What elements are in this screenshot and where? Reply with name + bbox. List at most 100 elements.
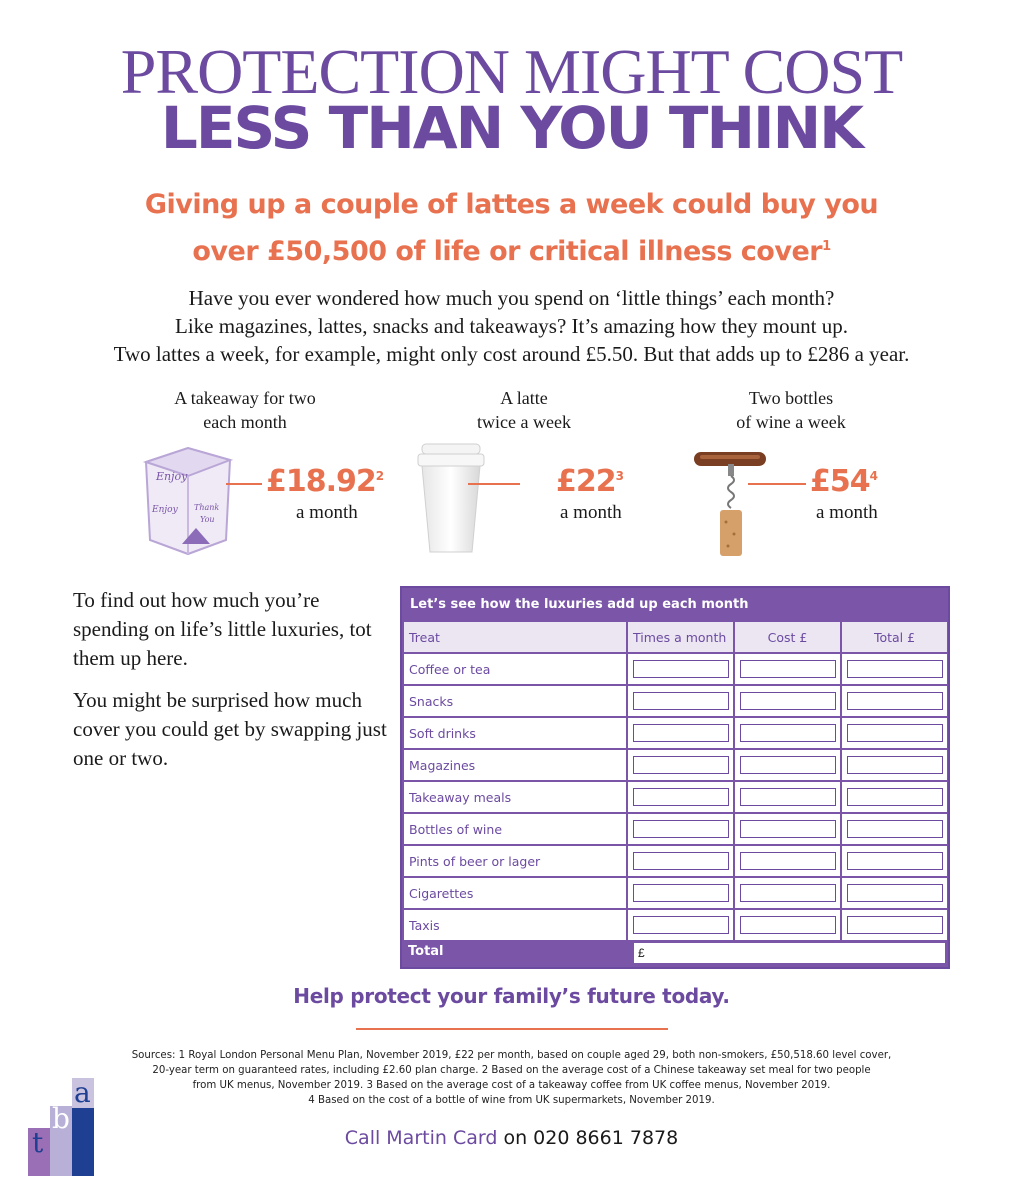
- column-header: Treat: [404, 622, 626, 652]
- intro-text: Have you ever wondered how much you spen…: [0, 284, 1023, 368]
- treat-label: Coffee or tea: [404, 654, 626, 684]
- table-cell: [735, 878, 840, 908]
- table-header-row: Treat Times a month Cost £ Total £: [404, 622, 949, 652]
- cost-input[interactable]: [740, 788, 836, 806]
- cost-input[interactable]: [740, 692, 836, 710]
- table-cell: [628, 910, 733, 940]
- table-cell: [735, 654, 840, 684]
- item-period: a month: [560, 502, 622, 523]
- table-cell: [628, 686, 733, 716]
- treat-label: Cigarettes: [404, 878, 626, 908]
- headline-line-1: PROTECTION MIGHT COST: [120, 36, 903, 107]
- table-row: Soft drinks: [404, 718, 949, 748]
- connector-line: [226, 483, 262, 485]
- total-input[interactable]: [847, 692, 943, 710]
- table-cell: [628, 846, 733, 876]
- column-header: Times a month: [628, 622, 733, 652]
- connector-line: [468, 483, 520, 485]
- treat-label: Takeaway meals: [404, 782, 626, 812]
- total-input[interactable]: [847, 724, 943, 742]
- item-price: £18.922: [266, 464, 384, 499]
- times-input[interactable]: [633, 884, 729, 902]
- table-cell: [735, 846, 840, 876]
- logo-letter: t: [32, 1126, 44, 1159]
- total-input[interactable]: [847, 788, 943, 806]
- intro-line: Like magazines, lattes, snacks and takea…: [175, 314, 848, 338]
- subhead-line-2: over £50,500 of life or critical illness…: [192, 236, 823, 267]
- table-cell: [842, 750, 947, 780]
- times-input[interactable]: [633, 756, 729, 774]
- side-paragraph-1: To find out how much you’re spending on …: [73, 588, 372, 670]
- item-label: A latte twice a week: [477, 388, 571, 432]
- table-cell: [842, 910, 947, 940]
- treat-label: Snacks: [404, 686, 626, 716]
- divider: [356, 1028, 668, 1030]
- treat-label: Bottles of wine: [404, 814, 626, 844]
- side-paragraph-2: You might be surprised how much cover yo…: [73, 688, 387, 770]
- table-cell: [735, 910, 840, 940]
- table-row: Snacks: [404, 686, 949, 716]
- item-latte: A latte twice a week £223 a month: [410, 386, 670, 566]
- table-cell: [842, 846, 947, 876]
- table-cell: [842, 718, 947, 748]
- table-row: Pints of beer or lager: [404, 846, 949, 876]
- table-cell: [628, 782, 733, 812]
- svg-text:Enjoy: Enjoy: [151, 505, 179, 515]
- table-cell: [628, 718, 733, 748]
- total-input[interactable]: [847, 820, 943, 838]
- contact-name: Call Martin Card: [344, 1127, 498, 1149]
- headline-line-2: LESS THAN YOU THINK: [160, 94, 864, 162]
- table-row: Bottles of wine: [404, 814, 949, 844]
- table-cell: [735, 686, 840, 716]
- intro-line: Have you ever wondered how much you spen…: [188, 286, 835, 310]
- cost-input[interactable]: [740, 852, 836, 870]
- times-input[interactable]: [633, 660, 729, 678]
- call-to-action: Help protect your family’s future today.: [293, 984, 730, 1008]
- cost-input[interactable]: [740, 820, 836, 838]
- contact-phone: on 020 8661 7878: [497, 1127, 679, 1149]
- corkscrew-icon: [692, 448, 770, 565]
- column-header: Total £: [842, 622, 947, 652]
- source-line: 20-year term on guaranteed rates, includ…: [152, 1065, 871, 1076]
- treat-label: Magazines: [404, 750, 626, 780]
- total-input[interactable]: [847, 756, 943, 774]
- times-input[interactable]: [633, 916, 729, 934]
- times-input[interactable]: [633, 692, 729, 710]
- total-input[interactable]: [847, 884, 943, 902]
- times-input[interactable]: [633, 788, 729, 806]
- total-input[interactable]: [847, 660, 943, 678]
- source-line: 4 Based on the cost of a bottle of wine …: [308, 1095, 715, 1106]
- item-label: A takeaway for two each month: [174, 388, 316, 432]
- total-label: Total: [408, 944, 444, 959]
- total-input[interactable]: [847, 916, 943, 934]
- takeaway-box-icon: Enjoy Enjoy Thank You: [138, 444, 238, 561]
- total-input[interactable]: [847, 852, 943, 870]
- item-period: a month: [296, 502, 358, 523]
- source-line: Sources: 1 Royal London Personal Menu Pl…: [131, 1050, 892, 1061]
- table-cell: [735, 782, 840, 812]
- cost-input[interactable]: [740, 724, 836, 742]
- table-row: Taxis: [404, 910, 949, 940]
- total-input[interactable]: £: [634, 943, 945, 963]
- cost-input[interactable]: [740, 916, 836, 934]
- times-input[interactable]: [633, 724, 729, 742]
- times-input[interactable]: [633, 852, 729, 870]
- svg-text:Enjoy: Enjoy: [155, 470, 188, 483]
- connector-line: [748, 483, 806, 485]
- times-input[interactable]: [633, 820, 729, 838]
- table-cell: [628, 878, 733, 908]
- svg-text:Thank: Thank: [194, 503, 219, 512]
- table-cell: [735, 814, 840, 844]
- table-cell: [842, 654, 947, 684]
- table-cell: [842, 814, 947, 844]
- intro-line: Two lattes a week, for example, might on…: [113, 342, 910, 366]
- cost-input[interactable]: [740, 884, 836, 902]
- table-cell: [628, 814, 733, 844]
- subhead-line-1: Giving up a couple of lattes a week coul…: [144, 189, 879, 220]
- coffee-cup-icon: [416, 442, 486, 561]
- luxuries-tracker-table: Let’s see how the luxuries add up each m…: [400, 586, 950, 969]
- cost-input[interactable]: [740, 756, 836, 774]
- cost-input[interactable]: [740, 660, 836, 678]
- item-wine: Two bottles of wine a week £544 a month: [690, 386, 930, 566]
- table-row: Coffee or tea: [404, 654, 949, 684]
